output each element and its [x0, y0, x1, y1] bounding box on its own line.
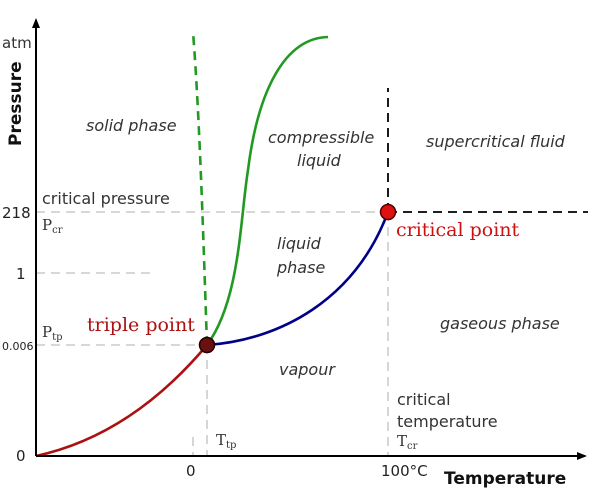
critical-temperature-label-1: critical [397, 390, 451, 409]
y-tick-1: 1 [16, 265, 26, 283]
solid-phase-label: solid phase [86, 116, 177, 135]
y-axis-unit: atm [2, 34, 32, 52]
vapour-label: vapour [279, 360, 336, 379]
t-cr-label: Tcr [397, 432, 418, 452]
t-tp-label: Ttp [216, 431, 236, 451]
critical-temperature-label-2: temperature [397, 412, 498, 431]
liquid-phase-label-1: liquid [277, 234, 322, 253]
compressible-liquid-label-2: liquid [297, 151, 342, 170]
critical-point-label: critical point [396, 219, 520, 241]
critical-point-marker [379, 203, 397, 221]
x-axis-title: Temperature [444, 469, 566, 489]
critical-pressure-label: critical pressure [42, 189, 170, 208]
guide-lines [36, 211, 389, 455]
x-tick-100c: 100°C [381, 462, 428, 480]
triple-point-marker [198, 336, 216, 354]
compressible-liquid-label-1: compressible [268, 128, 374, 147]
x-tick-0: 0 [186, 462, 196, 480]
liquid-phase-label-2: phase [276, 258, 325, 277]
y-tick-0: 0 [16, 447, 26, 465]
y-tick-218: 218 [2, 204, 31, 222]
y-axis-title: Pressure [6, 61, 26, 146]
melting-curve-water [205, 35, 329, 346]
y-tick-0-006: 0.006 [2, 340, 34, 353]
vaporization-curve [206, 211, 390, 347]
critical-dashed-lines [387, 88, 588, 213]
p-tp-label: Ptp [42, 323, 63, 343]
p-cr-label: Pcr [42, 216, 63, 236]
supercritical-fluid-label: supercritical fluid [426, 132, 566, 151]
triple-point-label: triple point [87, 314, 195, 336]
melting-curve-normal [191, 31, 209, 346]
gaseous-phase-label: gaseous phase [440, 314, 560, 333]
sublimation-curve [35, 344, 208, 458]
